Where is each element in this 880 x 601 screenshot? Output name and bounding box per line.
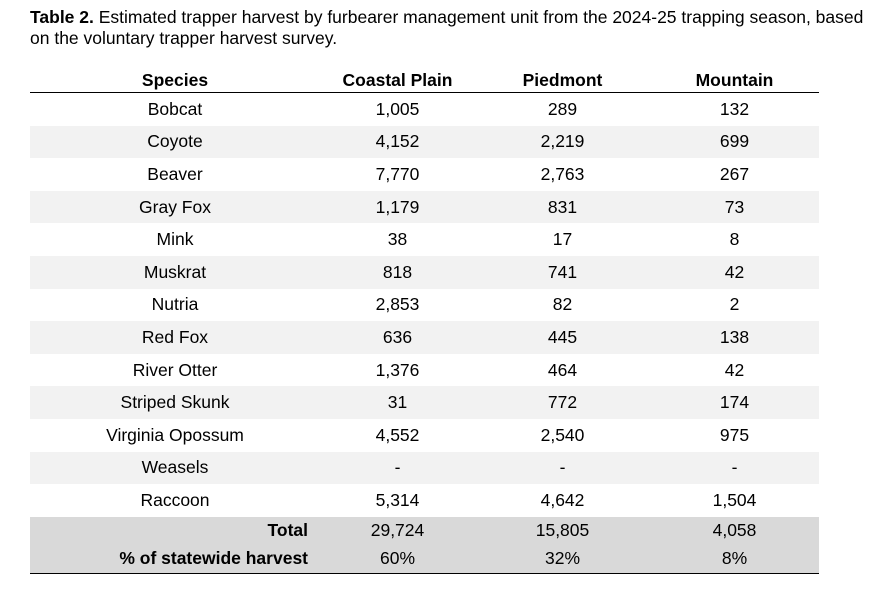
cell-piedmont: 4,642 [540,489,585,510]
cell-species: River Otter [132,359,218,380]
cell-coastal-plain: 1,005 [375,98,420,119]
cell-species: Beaver [147,163,203,184]
table-row: Nutria 2,853 82 2 [30,289,819,322]
percent-piedmont: 32% [475,544,650,574]
header-row: Species Coastal Plain Piedmont Mountain [30,64,819,93]
cell-species: Raccoon [140,489,210,510]
cell-mountain: 73 [650,190,819,224]
table-row: Muskrat 818 741 42 [30,255,819,289]
cell-mountain: 132 [719,98,750,119]
total-piedmont: 15,805 [475,516,650,545]
total-coastal-plain: 29,724 [320,516,475,545]
table-row: Gray Fox 1,179 831 73 [30,190,819,224]
total-mountain: 4,058 [650,516,819,545]
header-coastal-plain: Coastal Plain [320,64,475,93]
cell-coastal-plain: 5,314 [375,489,420,510]
cell-coastal-plain: 2,853 [375,294,420,315]
cell-mountain: 1,504 [712,489,757,510]
harvest-table: Species Coastal Plain Piedmont Mountain … [30,64,819,574]
percent-label: % of statewide harvest [30,544,320,574]
cell-coastal-plain: 636 [320,321,475,354]
percent-coastal-plain: 60% [320,544,475,574]
cell-mountain: 975 [719,424,750,445]
cell-piedmont: 17 [552,229,573,250]
cell-mountain: 8 [729,229,740,250]
cell-species: Nutria [151,294,199,315]
table-row: Virginia Opossum 4,552 2,540 975 [30,419,819,452]
table-row: Coyote 4,152 2,219 699 [30,125,819,159]
cell-species: Red Fox [30,321,320,354]
cell-coastal-plain: 31 [320,386,475,419]
cell-coastal-plain: 1,179 [320,190,475,224]
cell-piedmont: 289 [547,98,578,119]
cell-mountain: - [650,451,819,485]
cell-species: Weasels [30,451,320,485]
cell-piedmont: 831 [475,190,650,224]
cell-piedmont: - [475,451,650,485]
cell-species: Virginia Opossum [106,424,244,445]
cell-species: Muskrat [30,255,320,289]
cell-coastal-plain: 1,376 [375,359,420,380]
percent-row: % of statewide harvest 60% 32% 8% [30,544,819,574]
cell-coastal-plain: 4,552 [375,424,420,445]
header-mountain: Mountain [650,64,819,93]
table-row: Striped Skunk 31 772 174 [30,386,819,419]
cell-piedmont: 772 [475,386,650,419]
header-species: Species [30,64,320,93]
cell-species: Mink [156,229,194,250]
cell-piedmont: 741 [475,255,650,289]
cell-mountain: 42 [650,255,819,289]
cell-mountain: 42 [724,359,745,380]
cell-piedmont: 2,219 [475,125,650,159]
cell-mountain: 267 [719,163,750,184]
cell-piedmont: 445 [475,321,650,354]
cell-mountain: 699 [650,125,819,159]
cell-piedmont: 2,763 [540,163,585,184]
cell-species: Gray Fox [30,190,320,224]
cell-mountain: 174 [650,386,819,419]
table-row: Raccoon 5,314 4,642 1,504 [30,484,819,517]
cell-piedmont: 2,540 [540,424,585,445]
cell-piedmont: 464 [547,359,578,380]
table-row: Bobcat 1,005 289 132 [30,93,819,126]
cell-coastal-plain: 4,152 [320,125,475,159]
cell-coastal-plain: - [320,451,475,485]
total-row: Total 29,724 15,805 4,058 [30,516,819,545]
table-row: Mink 38 17 8 [30,223,819,256]
table-caption: Table 2. Estimated trapper harvest by fu… [30,7,870,49]
table-row: Beaver 7,770 2,763 267 [30,158,819,191]
cell-coastal-plain: 38 [387,229,408,250]
cell-coastal-plain: 7,770 [375,163,420,184]
percent-mountain: 8% [650,544,819,574]
table-row: River Otter 1,376 464 42 [30,354,819,387]
header-piedmont: Piedmont [475,64,650,93]
cell-piedmont: 82 [552,294,573,315]
cell-coastal-plain: 818 [320,255,475,289]
table-row: Red Fox 636 445 138 [30,321,819,354]
cell-mountain: 138 [650,321,819,354]
cell-species: Bobcat [147,98,203,119]
cell-species: Striped Skunk [30,386,320,419]
caption-label: Table 2. [30,7,94,27]
caption-text: Estimated trapper harvest by furbearer m… [30,7,864,48]
cell-species: Coyote [30,125,320,159]
cell-mountain: 2 [729,294,740,315]
total-label: Total [30,516,320,545]
table-row: Weasels - - - [30,451,819,485]
